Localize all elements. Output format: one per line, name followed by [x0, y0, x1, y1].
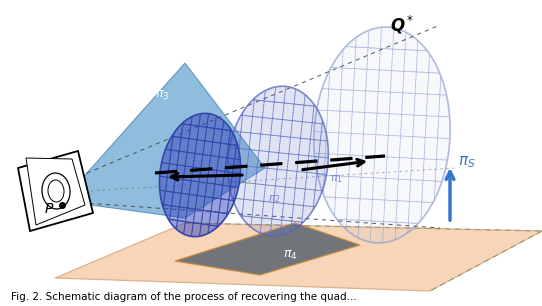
Text: $\pi_1$: $\pi_1$ [330, 173, 343, 185]
Polygon shape [18, 151, 93, 231]
Ellipse shape [42, 173, 70, 209]
Ellipse shape [228, 86, 328, 236]
Polygon shape [175, 223, 360, 275]
Text: $P$: $P$ [44, 202, 54, 216]
Text: $\pi_2$: $\pi_2$ [268, 193, 281, 205]
Polygon shape [55, 223, 542, 291]
Ellipse shape [314, 27, 450, 243]
Polygon shape [26, 158, 85, 225]
Text: $\pi_3$: $\pi_3$ [155, 89, 170, 102]
Polygon shape [62, 63, 265, 218]
Text: $\boldsymbol{Q}^*$: $\boldsymbol{Q}^*$ [390, 13, 414, 35]
Ellipse shape [159, 113, 241, 237]
Text: $\pi_4$: $\pi_4$ [283, 249, 298, 262]
Text: $\pi_S$: $\pi_S$ [458, 154, 475, 170]
Text: Fig. 2. Schematic diagram of the process of recovering the quad...: Fig. 2. Schematic diagram of the process… [11, 292, 357, 302]
